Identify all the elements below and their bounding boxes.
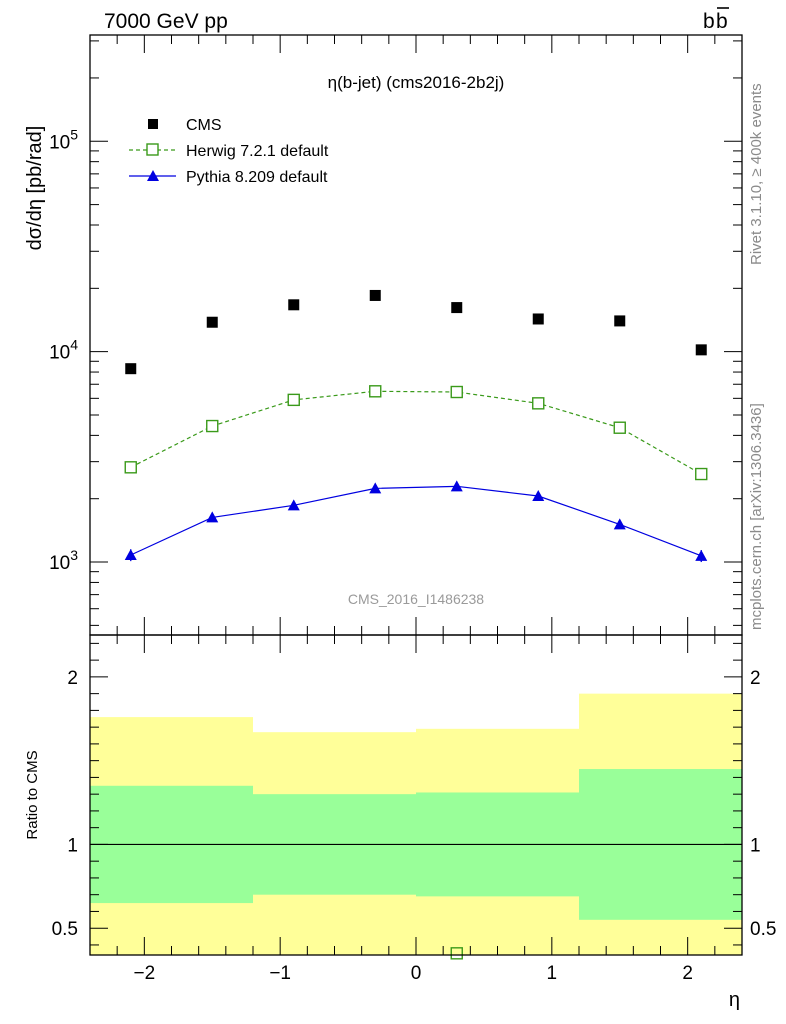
- x-axis-label: η: [729, 989, 740, 1011]
- ratio-y-tick-label: 1: [67, 835, 78, 856]
- ratio-panel: 0.5 0.5 1 1 2 2 −2 −1 0 1 2 Ratio to CMS η: [24, 634, 776, 1011]
- header-process-b: b: [703, 10, 715, 33]
- herwig-point: [532, 397, 545, 410]
- legend-cms-label: CMS: [186, 117, 222, 134]
- herwig-point: [124, 461, 137, 474]
- herwig-point: [206, 419, 219, 433]
- x-tick-label: 1: [547, 963, 558, 984]
- herwig-point: [613, 421, 626, 434]
- herwig-ratio-point: [450, 947, 463, 960]
- legend-pythia-marker: [147, 170, 159, 181]
- herwig-point: [369, 385, 382, 398]
- ratio-series-layer: [450, 947, 463, 960]
- ratio-y-tick-label-right: 0.5: [750, 919, 776, 940]
- pythia-point: [124, 549, 137, 561]
- main-panel: 103 104 105 η(b-jet) (cms2016-2b2j) CMS_20…: [24, 34, 743, 636]
- legend-herwig-label: Herwig 7.2.1 default: [186, 143, 329, 160]
- cms-point: [532, 313, 544, 325]
- legend-herwig-marker: [146, 143, 159, 156]
- pythia-point: [287, 499, 300, 511]
- cms-point: [451, 302, 463, 314]
- header-process-label: b b: [703, 7, 729, 33]
- pythia-point: [206, 511, 219, 523]
- ratio-y-tick-label: 0.5: [52, 919, 78, 940]
- main-y-axis-label: dσ/dη [pb/rad]: [24, 126, 46, 251]
- cms-point: [614, 315, 626, 327]
- ratio-y-tick-label-right: 1: [750, 835, 761, 856]
- pythia-point: [695, 549, 708, 561]
- main-series-layer: [124, 289, 708, 563]
- cms-point: [695, 344, 707, 356]
- main-y-tick-label: 103: [49, 547, 78, 574]
- x-tick-label: −2: [133, 963, 155, 984]
- main-axis-ticks: 103 104 105: [49, 35, 743, 635]
- legend-cms-marker: [148, 119, 158, 129]
- cms-point: [288, 299, 300, 311]
- pythia-point: [532, 490, 545, 502]
- herwig-point: [287, 393, 300, 407]
- header-energy-label: 7000 GeV pp: [104, 10, 228, 33]
- ratio-axis-ticks: 0.5 0.5 1 1 2 2 −2 −1 0 1 2: [52, 635, 776, 984]
- legend: CMS Herwig 7.2.1 default Pythia 8.209 de…: [129, 117, 329, 186]
- main-title: η(b-jet) (cms2016-2b2j): [328, 73, 505, 92]
- rivet-version-label: Rivet 3.1.10, ≥ 400k events: [748, 83, 765, 265]
- mcplots-label: mcplots.cern.ch [arXiv:1306.3436]: [748, 403, 765, 630]
- header-process-bbar: b: [716, 10, 728, 33]
- cms-point: [206, 316, 218, 328]
- pythia-point: [613, 518, 626, 530]
- ratio-y-tick-label-right: 2: [750, 668, 761, 689]
- main-y-tick-label: 105: [49, 126, 78, 153]
- ratio-uncertainty-bands: [90, 693, 742, 955]
- x-tick-label: 0: [411, 963, 422, 984]
- pythia-point: [369, 482, 382, 494]
- ratio-y-axis-label: Ratio to CMS: [24, 750, 41, 839]
- legend-pythia-label: Pythia 8.209 default: [186, 169, 328, 186]
- ratio-frame: [89, 634, 743, 956]
- herwig-line: [130, 390, 702, 475]
- x-tick-label: 2: [682, 963, 693, 984]
- pythia-line: [130, 485, 702, 557]
- main-y-tick-label: 104: [49, 337, 78, 364]
- pythia-point: [450, 480, 463, 492]
- cms-point: [369, 289, 381, 301]
- x-tick-label: −1: [269, 963, 291, 984]
- analysis-watermark: CMS_2016_I1486238: [348, 591, 484, 607]
- herwig-point: [450, 385, 463, 399]
- ratio-y-tick-label: 2: [67, 668, 78, 689]
- cms-point: [125, 363, 137, 375]
- herwig-point: [695, 467, 708, 481]
